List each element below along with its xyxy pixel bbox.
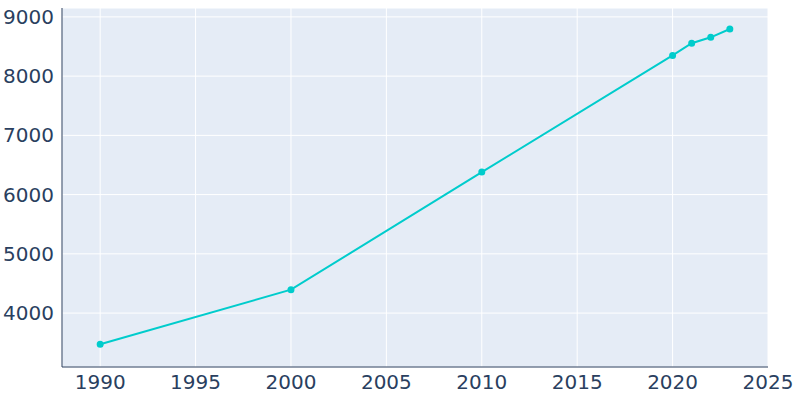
svg-text:4000: 4000 (8, 301, 54, 325)
svg-text:2010: 2010 (456, 370, 507, 394)
svg-text:2005: 2005 (361, 370, 412, 394)
svg-text:5000: 5000 (8, 242, 54, 266)
svg-text:2025: 2025 (743, 370, 792, 394)
svg-text:7000: 7000 (8, 123, 54, 147)
svg-text:1990: 1990 (75, 370, 126, 394)
svg-text:2000: 2000 (266, 370, 317, 394)
svg-text:2020: 2020 (647, 370, 698, 394)
svg-text:9000: 9000 (8, 5, 54, 29)
svg-text:6000: 6000 (8, 183, 54, 207)
svg-text:1995: 1995 (170, 370, 221, 394)
svg-text:2015: 2015 (552, 370, 603, 394)
svg-text:8000: 8000 (8, 64, 54, 88)
